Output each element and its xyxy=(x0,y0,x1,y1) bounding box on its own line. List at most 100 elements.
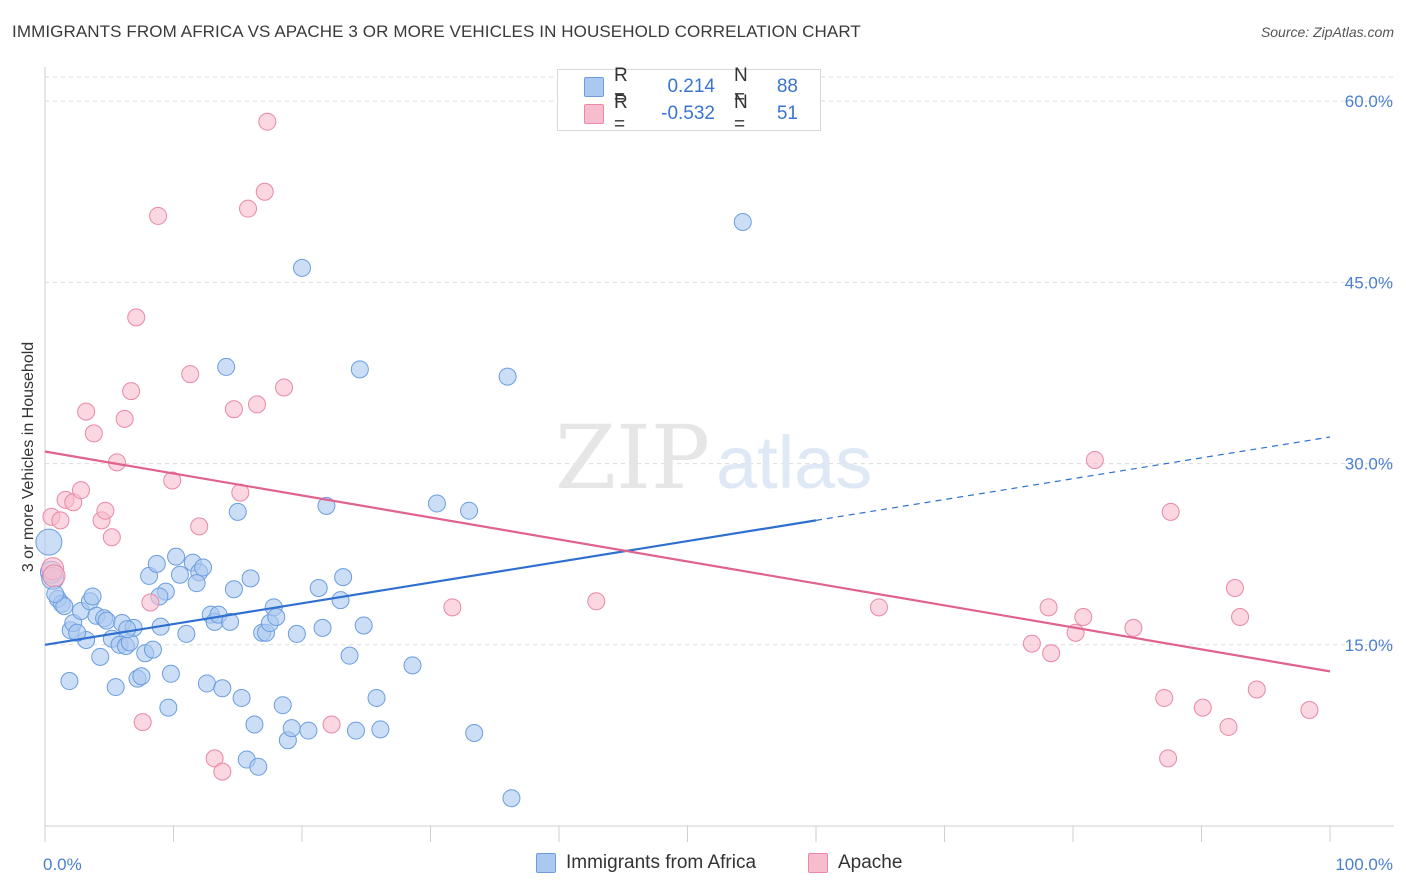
series-apache xyxy=(41,112,1319,781)
data-point-immigrants-from-africa xyxy=(170,565,189,584)
data-point-apache xyxy=(77,402,96,421)
data-point-apache xyxy=(190,517,209,536)
data-point-apache xyxy=(1085,450,1104,469)
data-point-apache xyxy=(1193,698,1212,717)
data-point-apache xyxy=(84,424,103,443)
data-point-apache xyxy=(42,564,66,588)
data-point-apache xyxy=(258,112,277,131)
watermark-atlas: atlas xyxy=(716,421,872,504)
data-point-immigrants-from-africa xyxy=(224,580,243,599)
data-point-immigrants-from-africa xyxy=(35,528,63,556)
data-point-immigrants-from-africa xyxy=(232,688,251,707)
data-point-apache xyxy=(275,378,294,397)
legend-r-label: R = xyxy=(614,92,628,135)
correlation-legend: R = 0.214 N = 88 R = -0.532 N = 51 xyxy=(557,65,821,135)
data-point-immigrants-from-africa xyxy=(161,664,180,683)
data-point-immigrants-from-africa xyxy=(132,667,151,686)
data-point-immigrants-from-africa xyxy=(91,647,110,666)
y-tick-label: 45.0% xyxy=(1345,273,1393,292)
data-point-immigrants-from-africa xyxy=(267,608,286,627)
data-point-immigrants-from-africa xyxy=(427,494,446,513)
data-point-apache xyxy=(1247,680,1266,699)
data-point-immigrants-from-africa xyxy=(502,789,521,808)
data-point-apache xyxy=(322,715,341,734)
data-point-immigrants-from-africa xyxy=(340,646,359,665)
data-point-immigrants-from-africa xyxy=(177,624,196,643)
data-point-immigrants-from-africa xyxy=(217,357,236,376)
data-point-immigrants-from-africa xyxy=(354,616,373,635)
trendline-immigrants-from-africa-extension xyxy=(815,436,1331,521)
data-point-immigrants-from-africa xyxy=(293,258,311,277)
data-point-immigrants-from-africa xyxy=(465,723,484,742)
watermark-zip: ZIP xyxy=(555,406,710,509)
grid-lines xyxy=(45,76,1394,646)
y-axis-label: 3 or more Vehicles in Household xyxy=(20,342,37,572)
data-point-apache xyxy=(1042,644,1061,663)
x-tick-label: 0.0% xyxy=(43,855,82,874)
legend-n-value: 51 xyxy=(776,103,798,124)
legend-r-label: R = xyxy=(614,65,628,108)
data-point-apache xyxy=(255,182,274,201)
data-point-immigrants-from-africa xyxy=(197,674,216,693)
trend-lines xyxy=(44,436,1331,673)
data-point-apache xyxy=(1124,618,1143,637)
data-point-apache xyxy=(1074,608,1093,627)
data-point-apache xyxy=(122,382,141,401)
data-point-apache xyxy=(71,481,90,500)
axes xyxy=(44,67,1394,842)
data-point-immigrants-from-africa xyxy=(282,719,301,738)
legend-label-immigrants-from-africa: Immigrants from Africa xyxy=(566,852,757,873)
legend-n-value: 88 xyxy=(776,76,798,97)
data-point-immigrants-from-africa xyxy=(313,618,332,637)
data-point-apache xyxy=(149,206,168,225)
legend-swatch-pink xyxy=(584,104,604,124)
data-point-immigrants-from-africa xyxy=(241,569,260,588)
data-point-immigrants-from-africa xyxy=(350,360,369,379)
data-point-apache xyxy=(587,592,606,611)
legend-swatch-blue xyxy=(584,77,604,97)
data-point-immigrants-from-africa xyxy=(331,591,350,610)
data-point-immigrants-from-africa xyxy=(167,547,186,566)
y-tick-label: 15.0% xyxy=(1345,636,1393,655)
data-point-immigrants-from-africa xyxy=(83,587,102,606)
data-point-immigrants-from-africa xyxy=(118,620,137,639)
data-point-immigrants-from-africa xyxy=(367,688,386,707)
data-point-immigrants-from-africa xyxy=(187,574,206,593)
legend-r-value: 0.214 xyxy=(667,76,715,97)
data-point-apache xyxy=(239,199,258,218)
legend-swatch-blue xyxy=(536,853,556,873)
tick-labels: 15.0% 30.0% 45.0% 60.0% 0.0% 100.0% xyxy=(43,92,1393,874)
legend-r-value: -0.532 xyxy=(661,103,715,124)
data-point-apache xyxy=(869,598,888,617)
data-point-apache xyxy=(181,365,200,384)
data-point-immigrants-from-africa xyxy=(287,624,306,643)
data-point-immigrants-from-africa xyxy=(249,757,268,776)
data-point-immigrants-from-africa xyxy=(733,212,752,231)
legend-item-apache: Apache xyxy=(808,852,902,874)
legend-label-apache: Apache xyxy=(838,852,903,873)
data-point-apache xyxy=(213,762,232,781)
data-point-immigrants-from-africa xyxy=(346,721,365,740)
data-point-apache xyxy=(96,501,115,520)
trendline-apache xyxy=(44,450,1331,673)
data-point-apache xyxy=(1225,579,1244,598)
data-point-immigrants-from-africa xyxy=(460,501,479,520)
data-point-immigrants-from-africa xyxy=(498,367,517,386)
data-point-immigrants-from-africa xyxy=(106,678,125,697)
data-point-immigrants-from-africa xyxy=(97,611,116,630)
legend-swatch-pink xyxy=(808,853,828,873)
data-point-immigrants-from-africa xyxy=(228,502,247,521)
data-point-apache xyxy=(1039,598,1058,617)
data-point-immigrants-from-africa xyxy=(213,679,232,698)
data-point-immigrants-from-africa xyxy=(403,656,422,675)
data-point-apache xyxy=(1161,502,1180,521)
x-tick-label: 100.0% xyxy=(1335,855,1393,874)
data-point-immigrants-from-africa xyxy=(273,696,292,715)
data-point-apache xyxy=(224,400,243,419)
watermark: ZIP atlas xyxy=(555,406,872,509)
data-point-immigrants-from-africa xyxy=(159,698,178,717)
y-tick-label: 60.0% xyxy=(1345,92,1393,111)
data-point-apache xyxy=(51,511,70,530)
data-point-immigrants-from-africa xyxy=(309,579,328,598)
